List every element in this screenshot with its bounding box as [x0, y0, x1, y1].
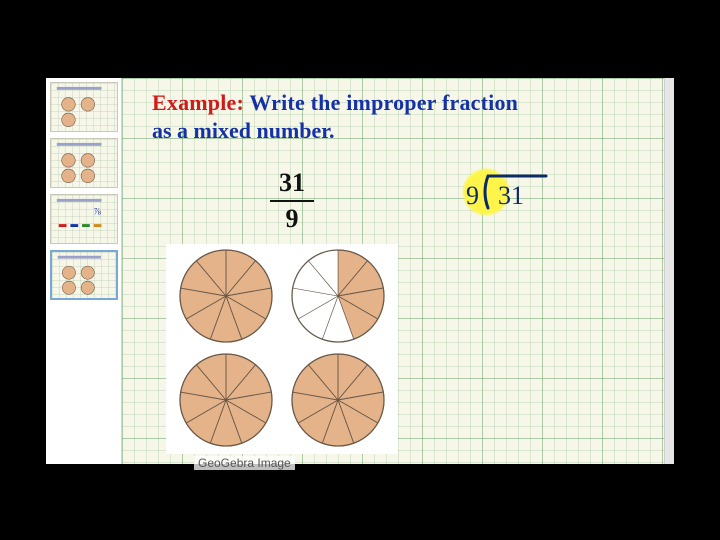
- pie: [292, 354, 384, 446]
- dividend-text: 31: [498, 181, 524, 210]
- pie: [292, 250, 384, 342]
- heading-rest-1: Write the improper fraction: [244, 90, 518, 115]
- pie: [180, 250, 272, 342]
- pie: [180, 354, 272, 446]
- slide-thumbnail[interactable]: [50, 82, 118, 132]
- improper-fraction: 31 9: [270, 170, 314, 232]
- long-division-svg: 9 31: [452, 164, 572, 228]
- fraction-numerator: 31: [270, 170, 314, 196]
- pies-svg: [166, 244, 398, 454]
- main-slide: Example: Write the improper fraction as …: [122, 78, 674, 464]
- slide-thumbnail[interactable]: [50, 250, 118, 300]
- heading-line-1: Example: Write the improper fraction: [152, 90, 644, 116]
- thumbnail-panel: ⅞: [46, 78, 122, 464]
- slide-thumbnail[interactable]: ⅞: [50, 194, 118, 244]
- svg-text:⅞: ⅞: [94, 206, 102, 217]
- fraction-denominator: 9: [270, 206, 314, 232]
- scrollbar-vertical[interactable]: [664, 78, 674, 464]
- fraction-bar: [270, 200, 314, 202]
- divisor-text: 9: [466, 181, 479, 210]
- slide-heading: Example: Write the improper fraction as …: [152, 90, 644, 144]
- presentation-stage: ⅞ Example: Write the improper fraction a…: [46, 78, 674, 464]
- pie-chart-panel: [166, 244, 398, 454]
- image-caption: GeoGebra Image: [194, 456, 295, 470]
- slide-thumbnail[interactable]: [50, 138, 118, 188]
- long-division-annotation: 9 31: [452, 164, 572, 228]
- example-label: Example:: [152, 90, 244, 115]
- heading-line-2: as a mixed number.: [152, 118, 644, 144]
